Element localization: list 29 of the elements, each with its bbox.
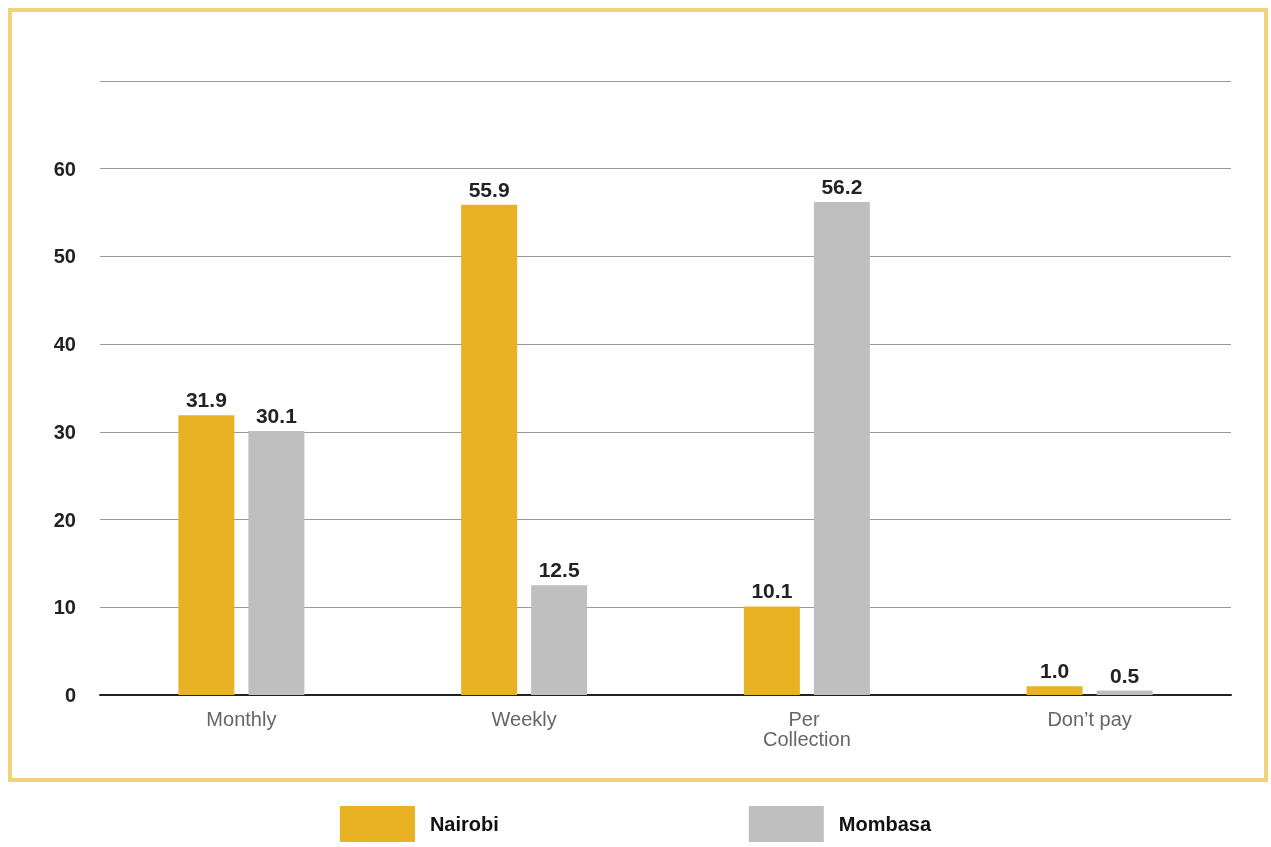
y-tick-label: 40	[53, 333, 76, 356]
data-label: 10.1	[751, 579, 793, 603]
bar	[531, 585, 588, 695]
x-tick-label: Per Collection	[762, 708, 851, 750]
x-tick-label: Weekly	[491, 708, 557, 730]
y-tick-label: 50	[53, 245, 76, 268]
bar	[743, 606, 800, 695]
data-label: 1.0	[1040, 659, 1070, 683]
data-label: 0.5	[1110, 663, 1140, 687]
y-tick-label: 0	[64, 684, 76, 706]
data-label: 56.2	[821, 175, 863, 199]
bar	[248, 430, 305, 695]
y-tick-label: 10	[53, 596, 76, 619]
data-label: 30.1	[255, 403, 298, 427]
legend-label: Nairobi	[429, 813, 499, 835]
bar	[813, 202, 870, 695]
bar	[1026, 686, 1083, 695]
y-tick-label: 60	[53, 157, 76, 180]
x-tick-label: Don’t pay	[1047, 708, 1132, 730]
y-tick-label: 30	[53, 420, 76, 443]
x-tick-label: Monthly	[206, 708, 277, 730]
data-label: 31.9	[185, 388, 227, 412]
bar	[178, 415, 235, 695]
bar	[1096, 690, 1153, 695]
data-label: 55.9	[468, 177, 510, 201]
data-label: 12.5	[538, 558, 580, 582]
legend-label: Mombasa	[838, 813, 932, 835]
y-tick-label: 20	[53, 508, 76, 531]
bar	[461, 204, 518, 695]
